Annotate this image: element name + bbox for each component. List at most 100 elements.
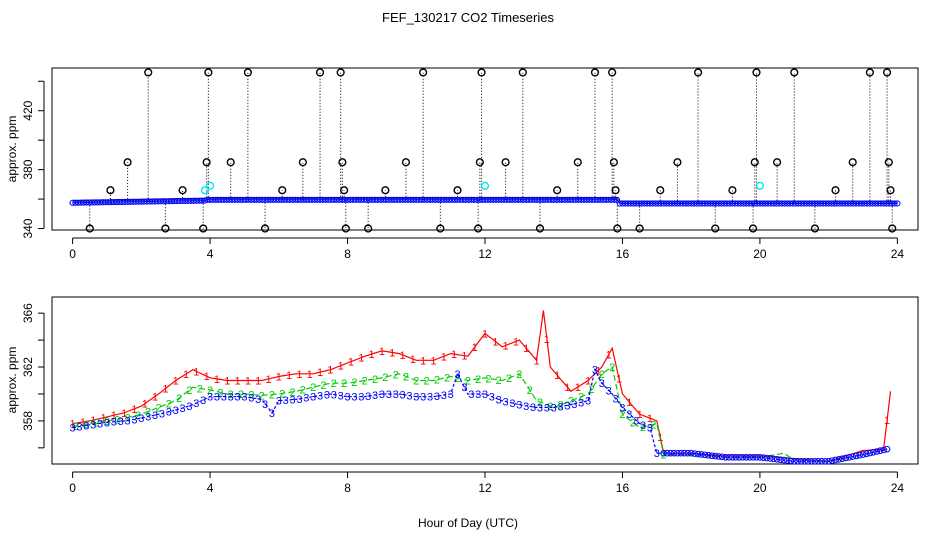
series-3-point bbox=[736, 453, 743, 461]
figure-title: FEF_130217 CO2 Timeseries bbox=[382, 10, 554, 25]
spike-point bbox=[609, 158, 618, 167]
series-3-marker: 3 bbox=[592, 365, 598, 377]
spike-point bbox=[848, 158, 857, 167]
series-3-point bbox=[821, 458, 829, 465]
series-1-marker: 1 bbox=[70, 419, 76, 431]
series-2-marker: 2 bbox=[341, 378, 347, 390]
series-3-marker: 3 bbox=[564, 400, 570, 412]
series-3-marker: 3 bbox=[530, 402, 536, 414]
series-1-marker: 1 bbox=[100, 413, 106, 425]
spike-point bbox=[752, 68, 761, 77]
series-3-point bbox=[674, 449, 681, 457]
series-3-point bbox=[687, 449, 695, 457]
series-1-marker: 1 bbox=[193, 366, 199, 378]
spike-point bbox=[728, 186, 737, 195]
series-3-marker: 3 bbox=[626, 409, 632, 421]
series-3-point bbox=[701, 451, 709, 459]
series-1-marker: 1 bbox=[265, 374, 271, 386]
spike-point bbox=[85, 224, 94, 233]
spike-point bbox=[884, 158, 893, 167]
series-2-marker: 2 bbox=[197, 383, 203, 395]
spike-point bbox=[453, 186, 462, 195]
series-2-marker: 2 bbox=[599, 369, 605, 381]
series-3-marker: 3 bbox=[131, 414, 137, 426]
series-3-marker: 3 bbox=[468, 389, 474, 401]
series-1-marker: 1 bbox=[369, 349, 375, 361]
series-1-marker: 1 bbox=[152, 391, 158, 403]
series-3-marker: 3 bbox=[399, 390, 405, 402]
series-3-point bbox=[715, 453, 722, 460]
series-1-marker: 1 bbox=[80, 417, 86, 429]
series-3-point bbox=[663, 449, 671, 457]
series-1-marker: 1 bbox=[575, 382, 581, 394]
spike-point bbox=[773, 158, 782, 167]
series-3-marker: 3 bbox=[461, 382, 467, 394]
series-2-marker: 2 bbox=[650, 419, 656, 431]
series-3-point bbox=[794, 458, 802, 465]
series-3-marker: 3 bbox=[296, 394, 302, 406]
series-3-marker: 3 bbox=[578, 397, 584, 409]
series-1-marker: 1 bbox=[111, 410, 117, 422]
x-tick-label: 16 bbox=[616, 247, 630, 261]
series-1-marker: 1 bbox=[492, 336, 498, 348]
series-3-point bbox=[742, 453, 750, 461]
series-3-marker: 3 bbox=[228, 392, 234, 404]
spike-point bbox=[123, 158, 132, 167]
top-baseline-markers bbox=[69, 196, 901, 207]
series-3-marker: 3 bbox=[633, 415, 639, 427]
series-2-marker: 2 bbox=[516, 369, 522, 381]
series-3-point bbox=[660, 449, 667, 457]
series-3-marker: 3 bbox=[262, 399, 268, 411]
series-3-marker: 3 bbox=[640, 420, 646, 432]
series-2-marker: 2 bbox=[135, 410, 141, 422]
spike-point bbox=[831, 186, 840, 195]
series-1-marker: 1 bbox=[533, 355, 539, 367]
series-2-marker: 2 bbox=[279, 388, 285, 400]
series-3-marker: 3 bbox=[97, 418, 103, 430]
series-3-marker: 3 bbox=[489, 392, 495, 404]
series-3-marker: 3 bbox=[606, 385, 612, 397]
top-plot-frame bbox=[51, 67, 919, 231]
series-3-marker: 3 bbox=[558, 401, 564, 413]
series-2-marker: 2 bbox=[403, 371, 409, 383]
series-1-marker: 1 bbox=[245, 376, 251, 388]
spike-point bbox=[693, 68, 703, 77]
series-3-point bbox=[670, 449, 678, 457]
y-tick-label: 380 bbox=[21, 159, 35, 179]
series-2-marker: 2 bbox=[155, 402, 161, 414]
spike-point bbox=[202, 158, 211, 167]
series-1-marker: 1 bbox=[637, 409, 643, 421]
series-3-point bbox=[681, 449, 688, 457]
x-tick-label: 0 bbox=[69, 481, 76, 495]
series-3-point bbox=[780, 456, 788, 464]
series-1-marker: 1 bbox=[131, 404, 137, 416]
series-2-marker: 2 bbox=[125, 412, 131, 424]
series-1-marker: 1 bbox=[420, 355, 426, 367]
series-2-marker: 2 bbox=[320, 380, 326, 392]
spike-point bbox=[750, 158, 759, 167]
bottom-plot-frame bbox=[51, 296, 919, 465]
series-1-marker: 1 bbox=[255, 376, 261, 388]
series-2-marker: 2 bbox=[248, 390, 254, 402]
series-2-marker: 2 bbox=[228, 389, 234, 401]
series-3-point bbox=[880, 446, 887, 454]
spike-point bbox=[553, 186, 562, 195]
series-3-point bbox=[777, 456, 784, 463]
series-2-marker: 2 bbox=[640, 422, 646, 434]
x-tick-label: 24 bbox=[891, 481, 905, 495]
series-1-marker: 1 bbox=[389, 347, 395, 359]
spike-point bbox=[501, 158, 510, 167]
spike-point bbox=[419, 68, 428, 77]
spike-point bbox=[635, 224, 644, 233]
series-1-marker: 1 bbox=[348, 357, 354, 369]
series-3-point bbox=[866, 449, 874, 457]
series-2-line bbox=[72, 366, 888, 462]
series-3-marker: 3 bbox=[111, 417, 117, 429]
series-1-marker: 1 bbox=[513, 336, 519, 348]
series-3-point bbox=[711, 452, 719, 460]
series-3-point bbox=[698, 451, 705, 458]
series-2-marker: 2 bbox=[413, 376, 419, 388]
x-tick-label: 24 bbox=[891, 247, 905, 261]
